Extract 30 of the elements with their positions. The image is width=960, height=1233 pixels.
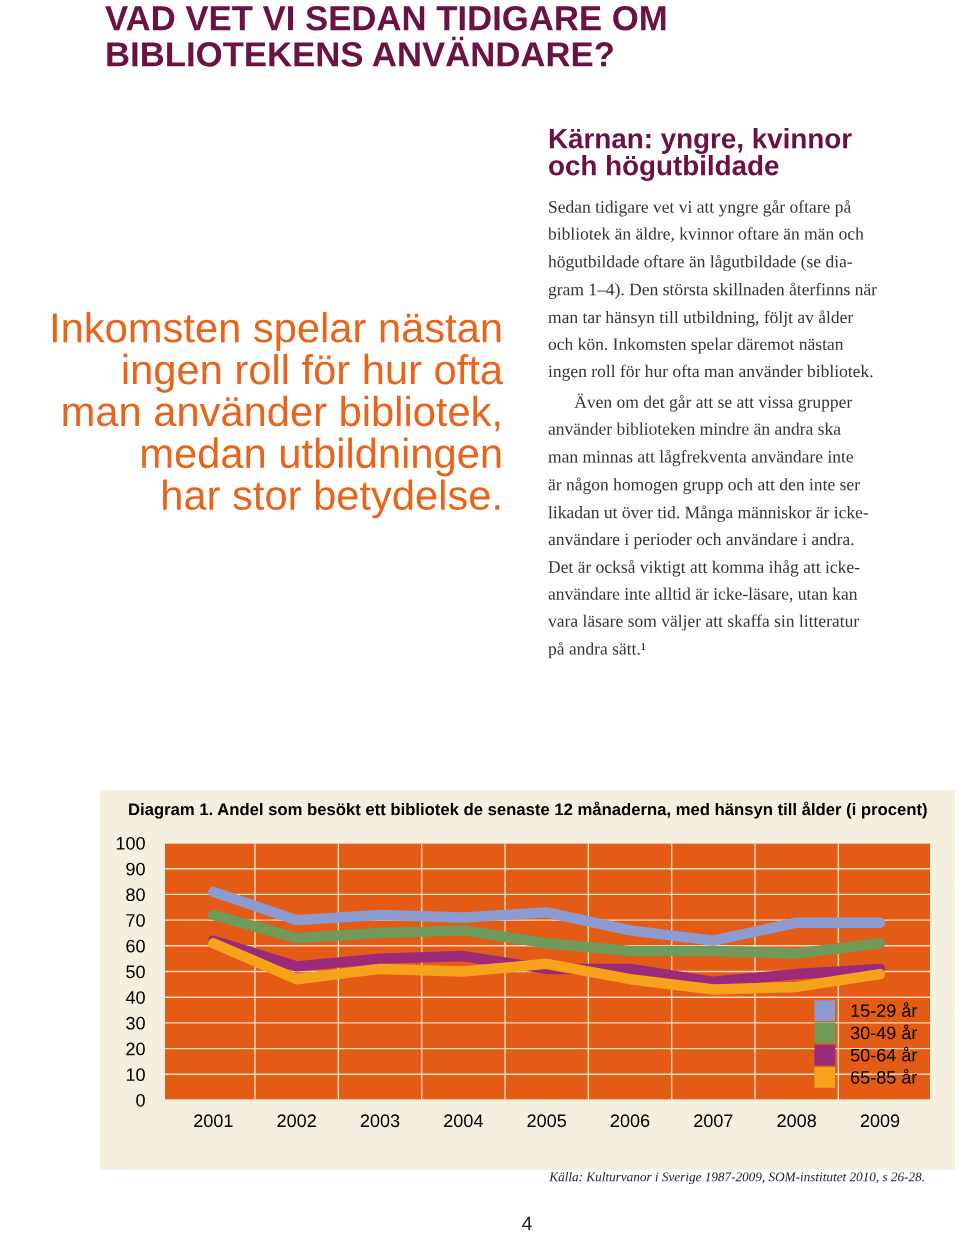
y-tick-label: 80 bbox=[126, 888, 145, 902]
legend-label: 50-64 år bbox=[850, 1046, 918, 1062]
y-tick-label: 40 bbox=[125, 991, 145, 1004]
y-tick-label: 70 bbox=[126, 914, 145, 927]
x-tick-label: 2006 bbox=[610, 1114, 650, 1128]
x-tick-label: 2003 bbox=[360, 1114, 400, 1128]
y-tick-label: 30 bbox=[126, 1016, 145, 1030]
text: Sedan tidigare vet vi att yngre går oftare på bibliotek än äldre, kvinnor oftare än män och högutbildade oftare än lågutbildade (se dia- gram 1–4). Den största skillnaden återfinns när man tar hänsyn till utbildning, följt av ålder och kön. Inkomsten spelar däremot nästan ingen roll för hur ofta man använder bibliotek. Även om det går att se att vissa grupper använder biblioteken mindre än andra ska man minnas att lågfrekventa användare inte är någon homogen grupp och att den inte ser likadan ut över tid. Många människor är icke- användare i perioder och användare i andra. Det är också viktigt att komma ihåg att icke- användare inte alltid är icke-läsare, utan kan vara läsare som väljer att skaffa sin litteratur på andra sätt.¹ bbox=[548, 200, 877, 659]
y-tick-label: 90 bbox=[126, 862, 145, 876]
text: Inkomsten spelar nästan ingen roll för hur ofta man använder bibliotek, medan utbildningen har stor betydelse. bbox=[52, 312, 504, 519]
y-tick-label: 60 bbox=[126, 939, 145, 953]
legend-label: 30-49 år bbox=[850, 1024, 918, 1040]
y-tick-label: 10 bbox=[126, 1068, 145, 1082]
x-tick-label: 2001 bbox=[194, 1114, 233, 1128]
y-tick-label: 20 bbox=[126, 1042, 145, 1056]
y-tick-label: 0 bbox=[136, 1093, 145, 1107]
x-tick-label: 2008 bbox=[777, 1114, 816, 1128]
legend-label: 15-29 år bbox=[851, 1002, 918, 1018]
y-tick-label: 50 bbox=[126, 965, 145, 979]
chart-title: Diagram 1. Andel som besökt ett bibliotek de senaste 12 månaderna, med hänsyn till ålder (i procent) bbox=[129, 801, 927, 819]
x-tick-label: 2007 bbox=[694, 1114, 733, 1128]
text: Källa: Kulturvanor i Sverige 1987-2009, SOM-institutet 2010, s 26-28. bbox=[549, 1172, 924, 1184]
text: Kärnan: yngre, kvinnor och högutbildade bbox=[549, 128, 852, 182]
y-tick-label: 100 bbox=[116, 836, 145, 850]
x-tick-label: 2002 bbox=[277, 1114, 316, 1128]
text: 4 bbox=[522, 1216, 532, 1231]
x-tick-label: 2009 bbox=[860, 1114, 900, 1128]
text: VAD VET VI SEDAN TIDIGARE OM BIBLIOTEKENS ANVÄNDARE? bbox=[105, 5, 666, 67]
x-tick-label: 2005 bbox=[527, 1114, 566, 1128]
x-tick-label: 2004 bbox=[444, 1114, 483, 1128]
